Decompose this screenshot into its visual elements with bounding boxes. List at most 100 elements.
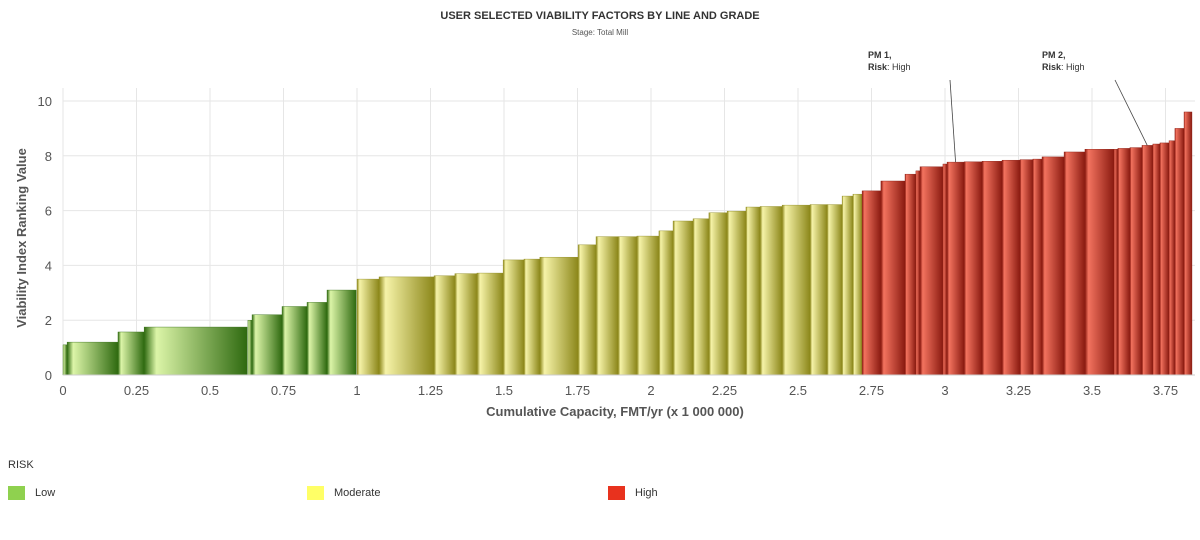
x-tick-label: 1.5 bbox=[495, 383, 513, 398]
bar-low bbox=[247, 320, 253, 376]
bar-high bbox=[1019, 159, 1034, 376]
bar-high bbox=[915, 170, 921, 376]
bar-low bbox=[281, 306, 308, 376]
y-tick-label: 2 bbox=[45, 313, 52, 328]
y-tick-label: 6 bbox=[45, 204, 52, 219]
bar-moderate bbox=[781, 204, 811, 376]
bar-low bbox=[62, 344, 68, 376]
x-tick-label: 2.75 bbox=[859, 383, 884, 398]
bar-moderate bbox=[523, 258, 541, 376]
bar-low bbox=[117, 331, 145, 376]
annotation-risk-value: : High bbox=[887, 62, 911, 72]
bar-high bbox=[942, 163, 948, 376]
x-tick-label: 0.5 bbox=[201, 383, 219, 398]
bar-high bbox=[1117, 148, 1131, 376]
annotation-leader-line bbox=[949, 79, 956, 163]
bar-moderate bbox=[502, 259, 525, 376]
bars bbox=[62, 111, 1193, 376]
bar-high bbox=[1183, 111, 1193, 376]
y-axis-label: Viability Index Ranking Value bbox=[14, 148, 29, 328]
legend-label-high: High bbox=[635, 487, 658, 499]
legend-swatch-low bbox=[8, 486, 25, 500]
legend-title: RISK bbox=[8, 459, 34, 471]
x-tick-label: 3.75 bbox=[1153, 383, 1178, 398]
bar-high bbox=[1141, 145, 1154, 376]
x-tick-label: 3.25 bbox=[1006, 383, 1031, 398]
bar-moderate bbox=[708, 212, 728, 376]
x-tick-label: 2 bbox=[647, 383, 654, 398]
x-tick-label: 0.25 bbox=[124, 383, 149, 398]
annotation-risk: Risk: High bbox=[868, 62, 911, 72]
bar-moderate bbox=[636, 235, 660, 376]
annotation-risk-value: : High bbox=[1061, 62, 1085, 72]
bar-high bbox=[1032, 158, 1043, 376]
bar-moderate bbox=[617, 236, 638, 376]
legend-swatch-moderate bbox=[307, 486, 324, 500]
bar-moderate bbox=[852, 193, 863, 376]
chart-title: USER SELECTED VIABILITY FACTORS BY LINE … bbox=[440, 10, 759, 22]
bar-high bbox=[1159, 142, 1170, 376]
bar-high bbox=[1168, 140, 1176, 376]
bar-low bbox=[143, 326, 248, 376]
bar-high bbox=[1001, 159, 1021, 376]
bar-moderate bbox=[692, 218, 710, 376]
bar-high bbox=[1084, 149, 1115, 376]
x-axis-label: Cumulative Capacity, FMT/yr (x 1 000 000… bbox=[486, 404, 744, 419]
bar-moderate bbox=[745, 206, 761, 376]
bar-high bbox=[861, 190, 882, 376]
bar-low bbox=[306, 302, 328, 376]
x-tick-label: 0 bbox=[59, 383, 66, 398]
y-tick-label: 8 bbox=[45, 149, 52, 164]
bar-high bbox=[880, 180, 906, 376]
annotation-risk-key: Risk bbox=[868, 62, 888, 72]
bar-moderate bbox=[841, 195, 854, 376]
bar-high bbox=[919, 166, 944, 376]
bar-moderate bbox=[378, 276, 435, 376]
annotation-label: PM 1, bbox=[868, 50, 892, 60]
bar-high bbox=[1113, 149, 1119, 376]
x-tick-label: 1.75 bbox=[565, 383, 590, 398]
bar-moderate bbox=[809, 204, 828, 376]
legend-item-low[interactable]: Low bbox=[8, 486, 55, 500]
bar-moderate bbox=[672, 220, 694, 376]
bar-high bbox=[1174, 128, 1185, 376]
bar-moderate bbox=[454, 273, 478, 376]
y-tick-label: 0 bbox=[45, 368, 52, 383]
legend-label-low: Low bbox=[35, 487, 56, 499]
annotation-risk-key: Risk bbox=[1042, 62, 1062, 72]
x-tick-label: 0.75 bbox=[271, 383, 296, 398]
bar-high bbox=[946, 161, 965, 376]
y-tick-label: 10 bbox=[38, 94, 52, 109]
y-tick-label: 4 bbox=[45, 258, 52, 273]
bar-moderate bbox=[826, 204, 843, 376]
x-tick-label: 3 bbox=[941, 383, 948, 398]
legend-item-high[interactable]: High bbox=[608, 486, 658, 500]
bar-high bbox=[904, 173, 917, 376]
x-tick-label: 1 bbox=[353, 383, 360, 398]
annotation-leader-line bbox=[1114, 79, 1148, 146]
bar-low bbox=[326, 289, 357, 376]
bar-high bbox=[1063, 151, 1086, 376]
chart-subtitle: Stage: Total Mill bbox=[572, 28, 629, 37]
bar-moderate bbox=[356, 278, 380, 376]
x-tick-label: 3.5 bbox=[1083, 383, 1101, 398]
annotation-label: PM 2, bbox=[1042, 50, 1066, 60]
x-tick-label: 1.25 bbox=[418, 383, 443, 398]
bar-moderate bbox=[595, 236, 619, 376]
bar-high bbox=[1041, 156, 1065, 376]
x-tick-label: 2.5 bbox=[789, 383, 807, 398]
annotation-risk: Risk: High bbox=[1042, 62, 1085, 72]
bar-low bbox=[66, 341, 119, 376]
x-tick-label: 2.25 bbox=[712, 383, 737, 398]
axes: 0 0.25 0.5 0.75 1 1.25 1.5 1.75 2 2.25 2.5 2.75 3 3.2… bbox=[38, 94, 1195, 398]
bar-moderate bbox=[433, 275, 456, 376]
bar-high bbox=[963, 161, 983, 376]
bar-high bbox=[981, 161, 1003, 376]
legend-item-moderate[interactable]: Moderate bbox=[307, 486, 380, 500]
bar-low bbox=[251, 314, 283, 376]
bar-moderate bbox=[539, 256, 579, 376]
legend-swatch-high bbox=[608, 486, 625, 500]
